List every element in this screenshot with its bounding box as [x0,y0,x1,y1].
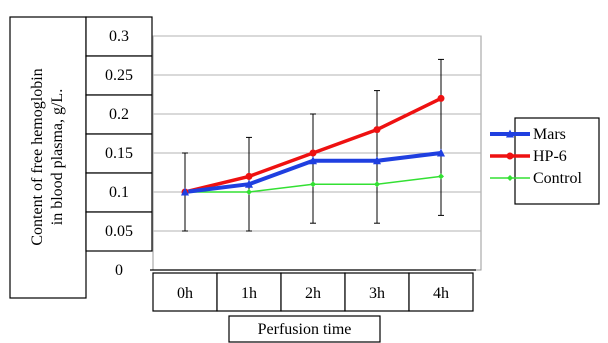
y-tick-label: 0.05 [105,223,133,240]
x-axis-label-box [228,315,381,343]
data-point [309,149,317,157]
x-tick-cell [408,272,474,312]
x-tick-label: 2h [305,285,321,302]
y-tick-label: 0.1 [109,184,129,201]
legend-marker-control [507,175,513,181]
data-point [245,172,253,180]
data-point [437,94,445,102]
legend-marker-hp-6 [506,152,514,160]
y-axis-label: Content of free hemoglobin in blood plas… [29,68,66,245]
y-tick-cell [85,55,153,96]
y-axis-label-line-2: in blood plasma, g/L. [49,89,66,225]
legend-label-control: Control [533,170,582,187]
data-point [309,156,317,165]
x-tick-label: 4h [433,285,449,302]
y-tick-cell [85,16,153,57]
y-tick-cell [85,94,153,135]
y-tick-cell [85,211,153,252]
legend-marker-mars [506,129,514,138]
y-tick-label: 0 [115,262,123,279]
data-point [374,181,380,188]
x-axis-label: Perfusion time [258,321,352,338]
x-tick-cell [152,272,218,312]
data-point [437,148,445,157]
y-tick-label: 0.2 [109,106,129,123]
y-axis-label-line-1: Content of free hemoglobin [29,68,46,245]
legend: Mars HP-6 Control [490,126,582,187]
x-tick-table: 0h 1h 2h 3h 4h [152,272,474,312]
x-tick-cell [216,272,282,312]
data-point [310,181,316,188]
data-point [246,189,252,195]
y-axis-label-box [9,16,87,299]
x-tick-label: 1h [241,285,257,302]
data-point [373,156,381,165]
data-point [245,179,253,188]
y-tick-label: 0.3 [109,28,129,45]
data-point [181,187,189,196]
legend-label-hp-6: HP-6 [533,148,567,165]
series-points [181,94,445,196]
y-tick-cell [85,133,153,174]
data-point [373,126,381,134]
x-tick-label: 3h [369,285,385,302]
data-point [438,173,444,180]
y-tick-label: 0.15 [105,145,133,162]
y-tick-table: 0.3 0.25 0.2 0.15 0.1 0.05 0 [85,16,153,279]
x-tick-label: 0h [177,285,193,302]
x-tick-cell [344,272,410,312]
x-tick-cell [280,272,346,312]
legend-label-mars: Mars [533,126,566,143]
y-tick-label: 0.25 [105,67,133,84]
